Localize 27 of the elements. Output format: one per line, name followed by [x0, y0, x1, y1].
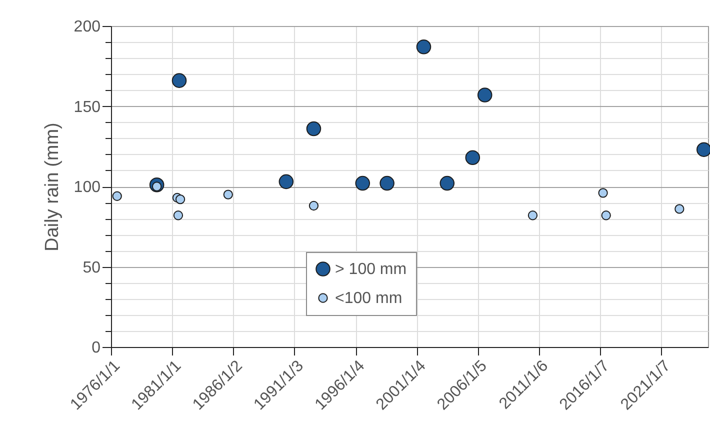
point: [306, 121, 322, 136]
y-tick-label: 50: [82, 259, 101, 276]
point: [416, 39, 432, 54]
point: [380, 176, 394, 191]
point: [172, 73, 187, 88]
point: [223, 190, 233, 200]
point: [112, 191, 122, 201]
point: [173, 210, 184, 220]
y-axis-title: Daily rain (mm): [42, 122, 63, 252]
point: [674, 204, 684, 214]
point: [465, 150, 480, 165]
y-tick-label: 100: [74, 179, 101, 196]
point: [598, 188, 608, 198]
point: [308, 200, 319, 211]
legend-label: <100 mm: [335, 290, 402, 307]
legend-label: > 100 mm: [335, 261, 407, 278]
point: [528, 210, 538, 220]
point: [440, 176, 455, 191]
y-tick-label: 200: [74, 18, 101, 36]
point: [278, 174, 294, 190]
point: [696, 142, 710, 157]
point: [601, 210, 611, 220]
point: [477, 88, 492, 102]
point: [355, 176, 370, 191]
y-tick-label: 150: [74, 98, 101, 116]
y-tick-label: 0: [92, 340, 101, 356]
point: [175, 194, 186, 204]
